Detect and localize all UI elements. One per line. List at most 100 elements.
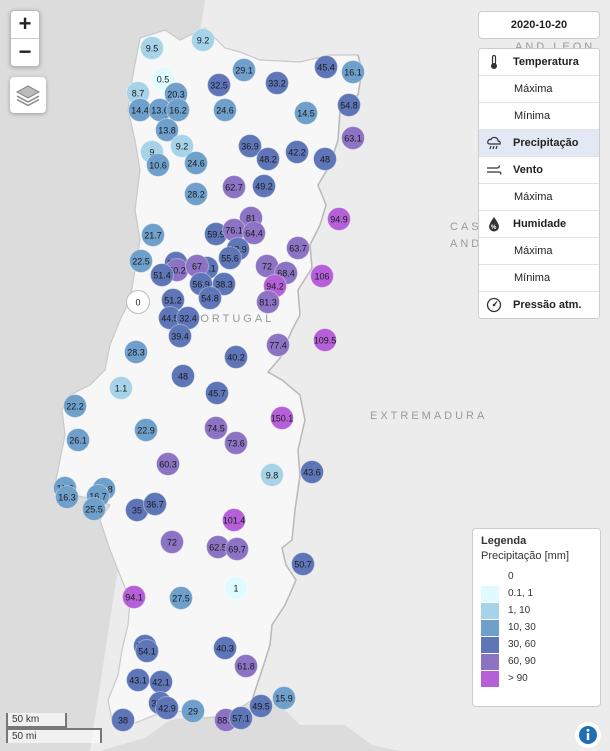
station-marker[interactable]: 29 (181, 699, 205, 723)
station-marker[interactable]: 42.9 (155, 696, 179, 720)
station-marker[interactable]: 72 (160, 530, 184, 554)
station-marker[interactable]: 16.1 (341, 60, 365, 84)
station-marker[interactable]: 42.1 (149, 670, 173, 694)
station-marker[interactable]: 57.1 (229, 706, 253, 730)
station-marker[interactable]: 22.2 (63, 394, 87, 418)
station-marker[interactable]: 67 (185, 254, 209, 278)
menu-item-press-o-atm-9[interactable]: Pressão atm. (479, 292, 599, 318)
station-marker[interactable]: 32.5 (207, 73, 231, 97)
station-marker[interactable]: 54.8 (198, 286, 222, 310)
station-marker[interactable]: 48.2 (256, 147, 280, 171)
station-marker[interactable]: 64.4 (242, 221, 266, 245)
station-marker[interactable]: 0 (126, 290, 150, 314)
station-marker[interactable]: 1 (224, 576, 248, 600)
menu-item-precipita-o-3[interactable]: Precipitação (479, 130, 599, 157)
station-marker[interactable]: 60.3 (156, 452, 180, 476)
station-marker[interactable]: 73.6 (224, 431, 248, 455)
station-marker[interactable]: 15.9 (272, 686, 296, 710)
station-marker[interactable]: 49.5 (249, 694, 273, 718)
station-marker[interactable]: 38 (111, 708, 135, 732)
zoom-out-button[interactable]: − (11, 38, 39, 66)
station-marker[interactable]: 39.4 (168, 324, 192, 348)
station-marker[interactable]: 94.9 (327, 207, 351, 231)
station-marker[interactable]: 35 (125, 498, 149, 522)
station-marker[interactable]: 48 (313, 147, 337, 171)
station-marker[interactable]: 101.4 (222, 508, 246, 532)
station-marker[interactable]: 13.8 (155, 118, 179, 142)
station-marker[interactable]: 10.6 (146, 153, 170, 177)
station-marker[interactable]: 77.4 (266, 333, 290, 357)
station-markers: 9.5 9.2 0.5 29.1 45.4 16.1 8.7 20.3 32.5 33.2 14.4… (53, 28, 365, 732)
station-marker[interactable]: 9.8 (260, 463, 284, 487)
station-circle (143, 492, 167, 516)
station-marker[interactable]: 14.4 (128, 98, 152, 122)
menu-item-vento-4[interactable]: Vento (479, 157, 599, 184)
station-marker[interactable]: 40.2 (224, 345, 248, 369)
menu-item-m-xima-5[interactable]: Máxima (479, 184, 599, 211)
station-marker[interactable]: 9.2 (191, 28, 215, 52)
station-marker[interactable]: 74.5 (204, 416, 228, 440)
station-value: 16.7 (89, 491, 107, 501)
station-marker[interactable]: 24.6 (213, 98, 237, 122)
station-marker[interactable]: 54.1 (135, 639, 159, 663)
menu-item-humidade-6[interactable]: % Humidade (479, 211, 599, 238)
station-marker[interactable]: 16.3 (55, 485, 79, 509)
station-marker[interactable]: 50.7 (291, 552, 315, 576)
station-marker[interactable]: 69.7 (225, 537, 249, 561)
scale-bar: 50 km 50 mi (6, 713, 102, 743)
station-value: 42.2 (288, 147, 306, 157)
station-circle (291, 552, 315, 576)
station-marker[interactable]: 22.9 (134, 418, 158, 442)
station-marker[interactable]: 94.1 (122, 585, 146, 609)
station-marker[interactable]: 38.3 (212, 272, 236, 296)
zoom-in-button[interactable]: + (18, 11, 32, 36)
layers-button[interactable] (10, 77, 46, 113)
station-marker[interactable]: 61.8 (234, 654, 258, 678)
station-marker[interactable]: 0.5 (151, 67, 175, 91)
station-marker[interactable]: 28.3 (124, 340, 148, 364)
menu-item-temperatura-0[interactable]: Temperatura (479, 49, 599, 76)
station-marker[interactable]: 27.5 (169, 586, 193, 610)
station-value: 73.6 (227, 438, 245, 448)
menu-item-m-xima-1[interactable]: Máxima (479, 76, 599, 103)
station-marker[interactable]: 150.1 (270, 406, 294, 430)
station-marker[interactable]: 49.2 (252, 174, 276, 198)
station-marker[interactable]: 36.9 (238, 134, 262, 158)
station-marker[interactable]: 106 (310, 264, 334, 288)
station-marker[interactable]: 9.5 (140, 36, 164, 60)
station-marker[interactable]: 28.2 (184, 182, 208, 206)
menu-item-m-xima-7[interactable]: Máxima (479, 238, 599, 265)
station-marker[interactable]: 22.5 (129, 249, 153, 273)
station-marker[interactable]: 42.2 (285, 140, 309, 164)
station-marker[interactable]: 16.2 (166, 98, 190, 122)
station-marker[interactable]: 62.7 (222, 175, 246, 199)
station-marker[interactable]: 33.2 (265, 71, 289, 95)
station-marker[interactable]: 36.7 (143, 492, 167, 516)
station-marker[interactable]: 29.1 (232, 58, 256, 82)
station-marker[interactable]: 45.7 (205, 381, 229, 405)
station-marker[interactable]: 109.5 (313, 328, 337, 352)
station-marker[interactable]: 21.7 (141, 223, 165, 247)
station-marker[interactable]: 9.2 (170, 134, 194, 158)
station-marker[interactable]: 45.4 (314, 55, 338, 79)
station-marker[interactable]: 43.1 (126, 668, 150, 692)
station-marker[interactable]: 55.6 (218, 246, 242, 270)
station-marker[interactable]: 63.7 (286, 236, 310, 260)
info-button[interactable] (575, 722, 601, 748)
station-marker[interactable]: 54.8 (337, 93, 361, 117)
station-marker[interactable]: 26.1 (66, 428, 90, 452)
station-marker[interactable]: 24.6 (184, 151, 208, 175)
station-marker[interactable]: 25.5 (82, 497, 106, 521)
menu-item-m-nima-8[interactable]: Mínima (479, 265, 599, 292)
station-marker[interactable]: 40.3 (213, 636, 237, 660)
station-marker[interactable]: 51.4 (150, 263, 174, 287)
station-marker[interactable]: 43.6 (300, 460, 324, 484)
station-marker[interactable]: 81.3 (256, 290, 280, 314)
station-marker[interactable]: 63.1 (341, 126, 365, 150)
station-marker[interactable]: 14.5 (294, 101, 318, 125)
menu-item-m-nima-2[interactable]: Mínima (479, 103, 599, 130)
date-display[interactable]: 2020-10-20 (478, 11, 600, 39)
station-marker[interactable]: 1.1 (109, 376, 133, 400)
station-marker[interactable]: 48 (171, 364, 195, 388)
station-marker[interactable]: 51.2 (161, 288, 185, 312)
